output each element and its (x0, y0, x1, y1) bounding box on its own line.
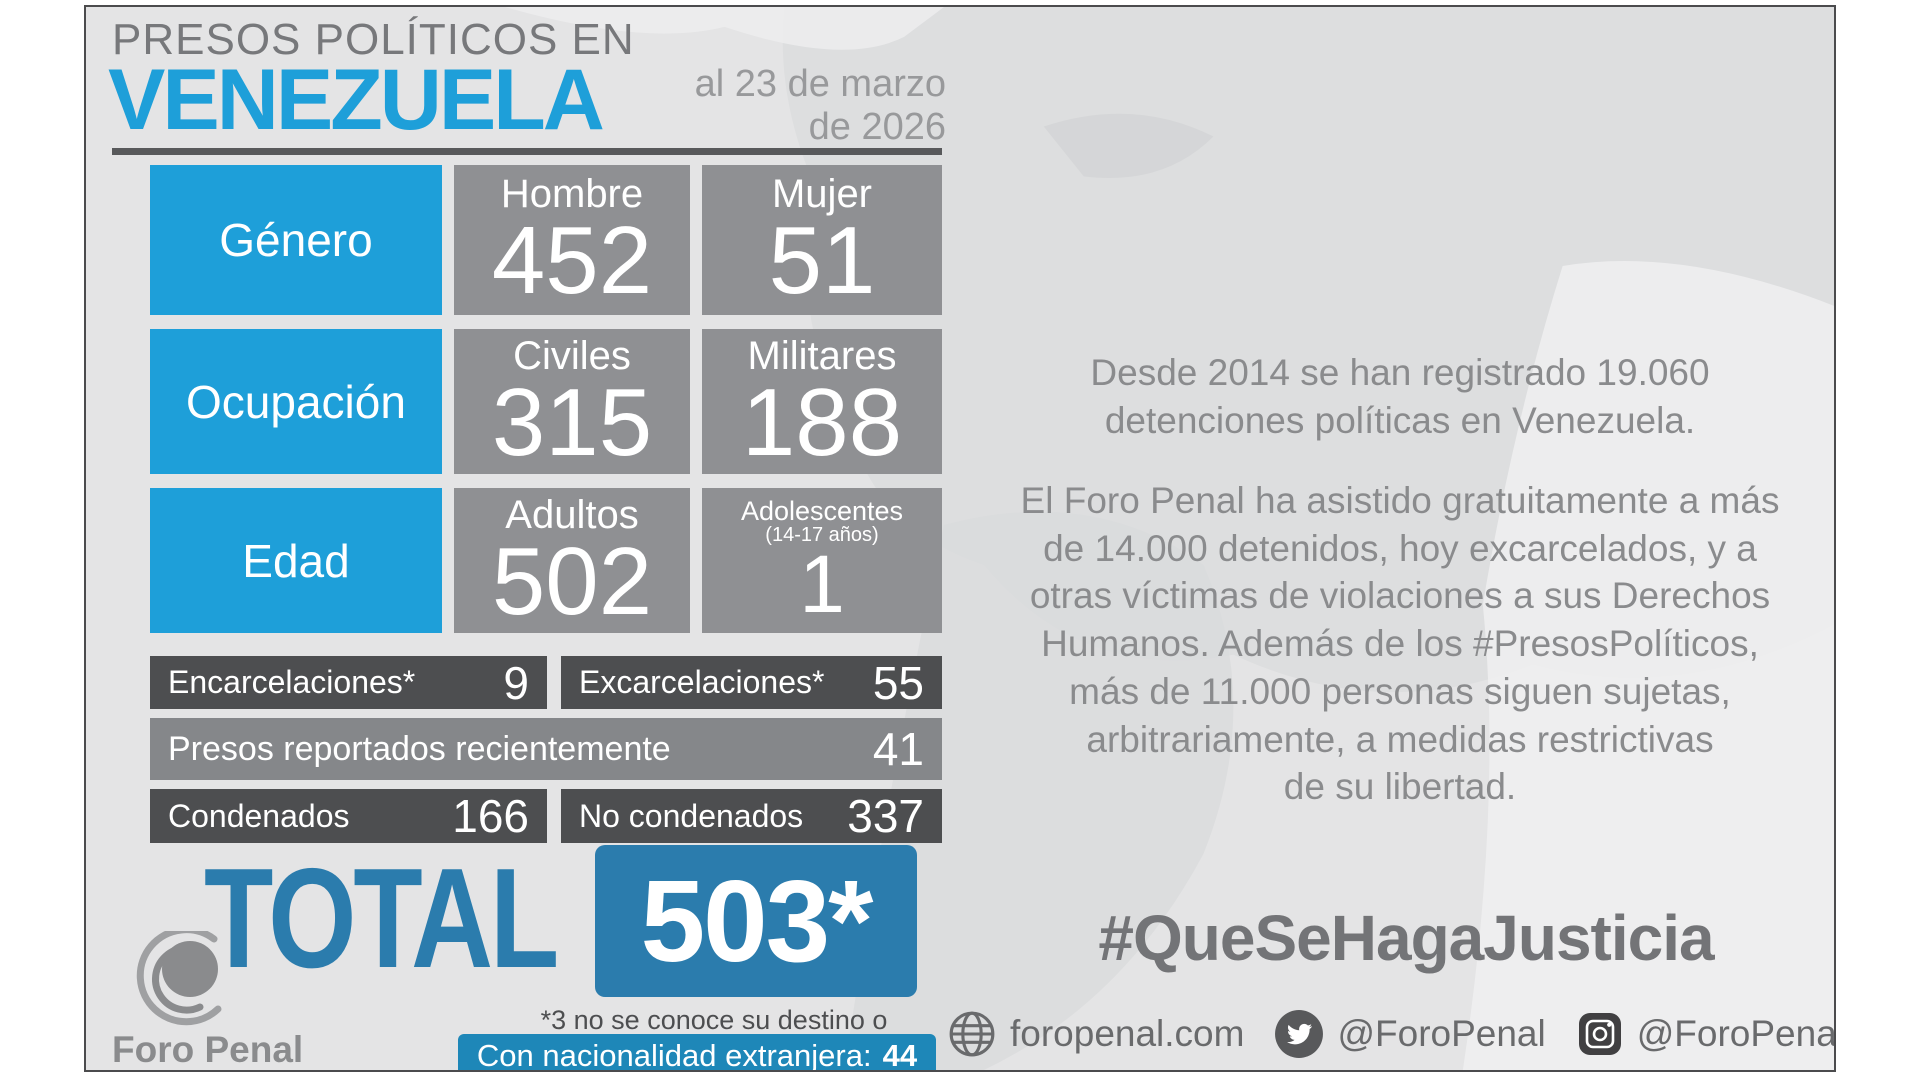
cell-hombre: Hombre 452 (454, 165, 690, 315)
background-map (505, 7, 1834, 1070)
foreign-nationality-value: 44 (882, 1038, 918, 1072)
stat-excarcelaciones: Excarcelaciones* 55 (561, 656, 942, 709)
page-title-line1: PRESOS POLÍTICOS EN (112, 15, 635, 64)
foreign-nationality-bar: Con nacionalidad extranjera: 44 (458, 1034, 936, 1072)
infographic-canvas: PRESOS POLÍTICOS EN VENEZUELA al 23 de m… (84, 5, 1836, 1072)
stat-value: 55 (872, 656, 924, 709)
stat-label: Condenados (168, 797, 350, 834)
total-value: 503* (640, 856, 874, 986)
cell-label: Civiles (513, 333, 631, 378)
stat-value: 337 (847, 790, 924, 842)
instagram-icon (1578, 1013, 1621, 1055)
cell-value: 452 (491, 207, 653, 315)
row-label-genero: Género (150, 165, 442, 315)
row-label-text: Género (219, 214, 373, 266)
cell-value: 315 (491, 368, 653, 476)
stat-label: Excarcelaciones* (579, 664, 825, 700)
cell-label: Hombre (500, 172, 644, 217)
website-text: foropenal.com (1009, 1013, 1245, 1054)
stat-value: 41 (872, 723, 924, 775)
foro-penal-logo-text: Foro Penal (112, 1029, 304, 1070)
total-value-box: 503* (595, 845, 917, 997)
twitter-handle: @ForoPenal (1337, 1013, 1546, 1054)
cell-value: 1 (799, 539, 845, 631)
paragraph-detentions: Desde 2014 se han registrado 19.060 dete… (1090, 352, 1710, 441)
row-label-text: Ocupación (186, 375, 406, 428)
foreign-nationality-label: Con nacionalidad extranjera: (476, 1038, 872, 1072)
cell-label: Mujer (771, 172, 873, 217)
stat-label: Presos reportados recientemente (168, 729, 671, 768)
header-divider (112, 148, 942, 155)
cell-label: Militares (747, 333, 897, 378)
cell-label: Adultos (505, 492, 639, 537)
stat-presos-reportados: Presos reportados recientemente 41 (150, 718, 942, 780)
twitter-icon (1275, 1010, 1324, 1058)
cell-sublabel: (14-17 años) (765, 524, 879, 547)
cell-militares: Militares 188 (702, 329, 942, 474)
cell-value: 188 (741, 368, 903, 476)
cell-adultos: Adultos 502 (454, 488, 690, 633)
page-title-line2: VENEZUELA (108, 52, 605, 148)
cell-value: 51 (768, 207, 876, 315)
stat-condenados: Condenados 166 (150, 789, 547, 843)
stat-label: Encarcelaciones* (168, 664, 416, 700)
report-date: al 23 de marzo de 2026 (694, 63, 946, 148)
stat-value: 166 (452, 790, 529, 842)
globe-icon (949, 1011, 995, 1057)
hashtag: #QueSeHagaJusticia (1098, 902, 1714, 974)
cell-mujer: Mujer 51 (702, 165, 942, 315)
stat-encarcelaciones: Encarcelaciones* 9 (150, 656, 547, 709)
stat-label: No condenados (579, 797, 804, 834)
cell-civiles: Civiles 315 (454, 329, 690, 474)
statistics-table: Género Hombre 452 Mujer 51 Ocupación Civ… (150, 165, 942, 633)
cell-value: 502 (491, 527, 653, 635)
total-label: TOTAL (204, 839, 559, 998)
paragraph-foro-penal: El Foro Penal ha asistido gratuitamente … (1020, 480, 1780, 808)
instagram-handle: @ForoPenal (1636, 1013, 1836, 1054)
footer-links: foropenal.com @ForoPenal @ForoPenal (946, 1009, 1836, 1059)
row-label-text: Edad (242, 534, 350, 587)
website-link: foropenal.com (947, 1009, 1244, 1059)
foro-penal-logo-icon (136, 931, 222, 1026)
stat-value: 9 (503, 656, 529, 709)
row-label-edad: Edad (150, 488, 442, 633)
row-label-ocupacion: Ocupación (150, 329, 442, 474)
stat-no-condenados: No condenados 337 (561, 789, 942, 843)
twitter-link: @ForoPenal (1274, 1009, 1546, 1059)
cell-label: Adolescentes (740, 495, 904, 526)
instagram-link: @ForoPenal (1576, 1010, 1836, 1058)
cell-adolescentes: Adolescentes (14-17 años) 1 (702, 488, 942, 633)
